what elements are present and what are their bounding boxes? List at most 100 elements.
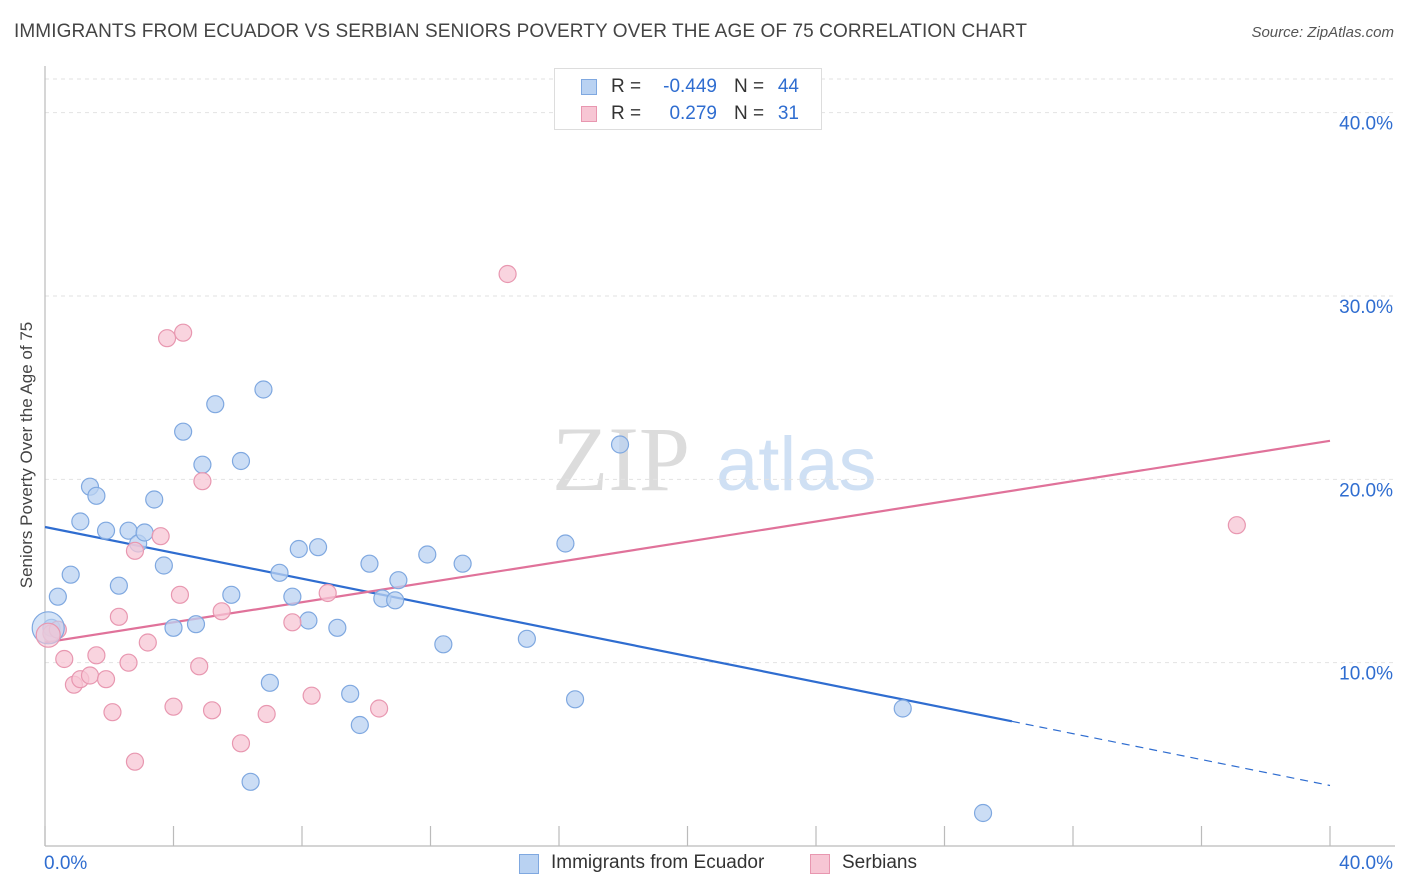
n-label: N = (734, 103, 765, 124)
ecuador-point (154, 556, 173, 575)
watermark-atlas: atlas (716, 422, 877, 507)
r-value: -0.449 (663, 76, 717, 97)
ecuador-point (389, 571, 408, 590)
axes (44, 66, 1395, 847)
stats-legend: R = -0.449 N = 44 R = 0.279 N = 31 (554, 68, 822, 130)
ecuador-point (299, 611, 318, 630)
r-value: 0.279 (669, 103, 717, 124)
serbian-point (109, 607, 128, 626)
ecuador-point (565, 690, 585, 709)
serbian-point (318, 583, 337, 603)
serbian-swatch (581, 106, 597, 122)
n-label: N = (734, 76, 765, 97)
ecuador-point (360, 554, 379, 573)
ecuador-point (610, 435, 630, 454)
serbian-point (157, 329, 177, 348)
serbian-point (283, 613, 302, 632)
ecuador-swatch (581, 79, 597, 95)
ecuador-point (270, 563, 289, 582)
ecuador-point (186, 615, 206, 634)
ecuador-point (164, 618, 183, 637)
serbian-point (96, 670, 116, 689)
ecuador-point (109, 576, 128, 595)
ecuador-point (386, 591, 405, 610)
y-tick-label: 30.0% (1339, 297, 1393, 318)
ecuador-point (193, 455, 212, 474)
serbian-point (55, 649, 74, 669)
series-legend: Immigrants from Ecuador Serbians (0, 851, 1406, 879)
ecuador-point (145, 490, 164, 509)
ecuador-point (308, 538, 328, 557)
serbian-point (164, 697, 183, 716)
serbian-point (174, 323, 193, 342)
ecuador-point (174, 422, 193, 441)
legend-row-ecuador: R = -0.449 N = 44 (555, 74, 821, 100)
legend-label: Serbians (842, 852, 917, 873)
y-tick-label: 40.0% (1339, 114, 1393, 135)
ecuador-swatch (519, 854, 539, 874)
serbian-swatch (810, 854, 830, 874)
y-tick-label: 20.0% (1339, 480, 1393, 501)
chart-title: IMMIGRANTS FROM ECUADOR VS SERBIAN SENIO… (14, 21, 1028, 42)
ecuador-point (260, 673, 279, 692)
serbian-point (370, 699, 389, 718)
serbian-point (231, 734, 251, 753)
serbian-point (125, 541, 145, 560)
serbian-point (257, 704, 276, 724)
ecuador-point (283, 587, 302, 606)
serbian-point (103, 703, 122, 722)
ecuador-point (254, 380, 273, 399)
serbian-point (35, 622, 61, 648)
ecuador-point (328, 618, 347, 637)
serbian-point (125, 752, 145, 771)
ecuador-point (206, 395, 225, 414)
serbian-point (212, 602, 231, 621)
watermark-zip: ZIP (552, 408, 690, 510)
ecuador-trend-line (44, 525, 1013, 723)
y-tick-labels: 10.0% 20.0% 30.0% 40.0% (1339, 114, 1393, 685)
serbian-point (498, 264, 517, 284)
serbian-point (202, 701, 222, 720)
ecuador-point (222, 585, 241, 604)
ecuador-point (96, 521, 116, 540)
ecuador-point (434, 635, 453, 654)
serbian-point (1227, 516, 1246, 535)
watermark: ZIP atlas (552, 408, 877, 510)
ecuador-point (61, 565, 80, 584)
legend-row-serbians: R = 0.279 N = 31 (555, 101, 821, 127)
x-tick-label: 40.0% (1339, 853, 1393, 874)
gridlines (45, 78, 1395, 664)
ecuador-point (350, 715, 369, 735)
serbian-point (151, 527, 170, 546)
data-points (31, 264, 1246, 823)
ecuador-point (231, 451, 251, 471)
serbian-point (138, 633, 157, 652)
serbian-point (119, 653, 138, 672)
serbian-point (87, 646, 106, 665)
n-value: 31 (777, 103, 799, 124)
legend-label: Immigrants from Ecuador (551, 852, 765, 873)
serbian-point (193, 472, 212, 491)
ecuador-point (893, 699, 912, 718)
ecuador-point (517, 629, 536, 648)
source-label: Source: ZipAtlas.com (1251, 24, 1394, 41)
serbian-point (170, 585, 190, 604)
serbian-point (302, 686, 321, 705)
serbian-trend-line (44, 439, 1331, 644)
y-tick-label: 10.0% (1339, 664, 1393, 685)
trend-lines (44, 439, 1331, 787)
ecuador-point (241, 772, 260, 791)
ecuador-point (48, 587, 67, 606)
serbian-point (190, 657, 209, 676)
ecuador-point (289, 539, 308, 559)
ecuador-point (418, 545, 437, 564)
ecuador-point (341, 684, 360, 703)
ecuador-point (973, 803, 993, 823)
ecuador-point (556, 534, 575, 553)
r-label: R = (611, 76, 642, 97)
ecuador-point (71, 512, 90, 531)
x-tick-labels: 0.0% 40.0% (44, 853, 1393, 874)
serbian-point (80, 666, 100, 685)
x-tick-label: 0.0% (44, 853, 87, 874)
